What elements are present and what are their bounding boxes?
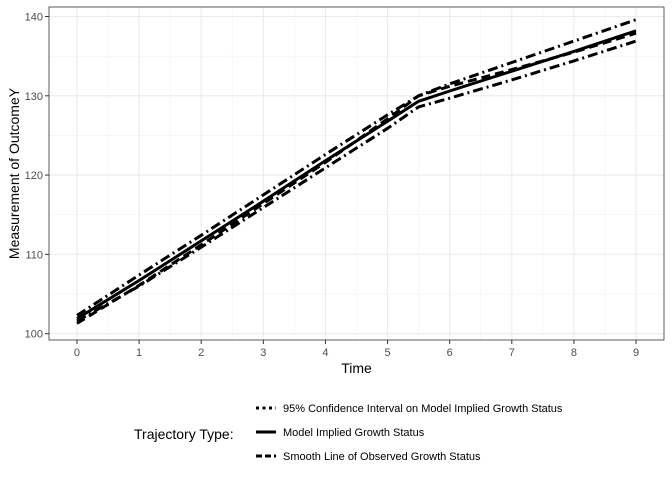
- x-tick-label: 1: [136, 347, 142, 359]
- x-tick-label: 7: [509, 347, 515, 359]
- x-axis-ticks: 0 1 2 3 4 5 6 7 8 9: [74, 340, 639, 359]
- y-tick-label: 100: [25, 329, 43, 341]
- legend-label: Model Implied Growth Status: [283, 427, 425, 439]
- y-tick-label: 110: [25, 249, 43, 261]
- plot-panel-border: [48, 6, 665, 341]
- series-line-dashed-1: [76, 31, 637, 325]
- y-axis-ticks: 100 110 120 130 140: [25, 12, 49, 341]
- series-lines: [76, 18, 637, 325]
- x-tick-label: 9: [633, 347, 639, 359]
- x-tick-label: 2: [198, 347, 204, 359]
- x-axis-title: Time: [341, 360, 372, 376]
- y-tick-label: 130: [25, 91, 43, 103]
- x-tick-label: 8: [571, 347, 577, 359]
- x-tick-label: 4: [322, 347, 328, 359]
- legend-title: Trajectory Type:: [134, 426, 234, 442]
- legend: Trajectory Type: 95% Confidence Interval…: [134, 403, 563, 463]
- series-line-solid-0: [76, 29, 637, 320]
- legend-label: 95% Confidence Interval on Model Implied…: [283, 403, 563, 415]
- y-tick-label: 140: [25, 12, 43, 24]
- series-line-dashdot-3: [76, 39, 637, 323]
- x-tick-label: 3: [260, 347, 266, 359]
- series-line-dashdot-2: [76, 18, 637, 317]
- x-tick-label: 6: [447, 347, 453, 359]
- y-axis-title: Measurement of OutcomeY: [6, 87, 22, 259]
- x-tick-label: 0: [74, 347, 80, 359]
- x-tick-label: 5: [384, 347, 390, 359]
- legend-label: Smooth Line of Observed Growth Status: [283, 451, 481, 463]
- major-gridlines: [49, 7, 664, 340]
- y-tick-label: 120: [25, 170, 43, 182]
